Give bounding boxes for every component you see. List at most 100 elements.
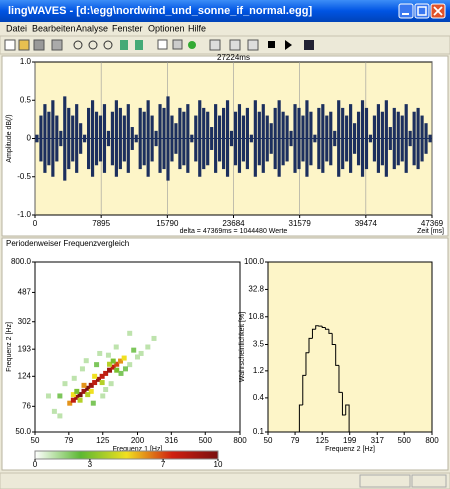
heat-cell	[110, 358, 116, 364]
x-tick-label: 79	[291, 436, 300, 445]
heat-cell	[113, 344, 119, 350]
heat-cell	[108, 381, 114, 387]
heat-cell	[92, 380, 98, 386]
y-tick-label: -0.5	[17, 172, 31, 181]
histogram-step	[298, 404, 303, 432]
y-tick-label: 3.5	[253, 340, 265, 349]
heat-cell	[151, 335, 157, 341]
x-tick-label: 50	[31, 436, 40, 445]
heat-cell	[77, 397, 83, 403]
heat-cell	[107, 367, 113, 373]
colorbar	[34, 450, 219, 460]
menu-item[interactable]: Analyse	[76, 23, 108, 33]
heat-cell	[85, 392, 91, 398]
histogram-step	[345, 404, 350, 432]
plot-area	[34, 261, 241, 433]
heat-cell	[118, 370, 124, 376]
colorbar-tick-label: 3	[88, 460, 93, 469]
x-tick-label: 500	[199, 436, 213, 445]
heat-cell	[83, 358, 89, 364]
heat-cell	[107, 361, 113, 367]
x-axis-label: Frequenz 2 [Hz]	[325, 446, 375, 453]
heat-cell	[45, 393, 51, 399]
heat-cell	[103, 387, 109, 392]
y-tick-label: 0	[27, 134, 32, 143]
histogram-step	[331, 333, 336, 346]
y-tick-label: 76	[22, 401, 31, 410]
y-axis-label: Wahrscheinlichkeit [%]	[239, 312, 246, 382]
histogram-step	[305, 352, 309, 376]
heat-cell	[99, 373, 105, 379]
y-tick-label: 0.1	[253, 427, 265, 436]
maximize-button[interactable]	[414, 3, 430, 19]
y-tick-label: -1.0	[17, 210, 31, 219]
heat-cell	[81, 382, 87, 388]
heat-cell	[95, 376, 101, 382]
colorbar-tick-label: 7	[161, 460, 166, 469]
y-tick-label: 100.0	[244, 257, 265, 266]
x-tick-label: 79	[64, 436, 73, 445]
heat-cell	[88, 388, 94, 394]
heat-cell	[71, 375, 77, 381]
heat-cell	[103, 370, 109, 376]
heat-cell	[122, 366, 128, 372]
window-controls[interactable]	[398, 3, 446, 19]
y-tick-label: 50.0	[15, 427, 31, 436]
toolbar-buttons[interactable]	[4, 39, 314, 51]
heat-cell	[114, 361, 120, 367]
heat-cell	[62, 381, 68, 387]
x-tick-label: 39474	[355, 219, 378, 228]
heat-cell	[110, 364, 116, 370]
heat-cell	[127, 330, 133, 336]
x-tick-label: 125	[96, 436, 110, 445]
heat-cell	[118, 358, 124, 364]
y-tick-label: 193	[18, 344, 32, 353]
x-tick-label: 317	[371, 436, 385, 445]
x-tick-label: 199	[343, 436, 357, 445]
colorbar-tick-label: 0	[33, 460, 38, 469]
y-axis-label: Frequenz 2 [Hz]	[6, 322, 13, 372]
heat-cell	[100, 393, 106, 399]
histogram-step	[338, 365, 343, 393]
y-tick-label: 32.8	[248, 285, 264, 294]
heat-cell	[121, 355, 127, 361]
y-tick-label: 1.0	[20, 57, 32, 66]
toolbar	[0, 35, 450, 55]
x-tick-label: 23684	[222, 219, 245, 228]
heat-cell	[138, 350, 144, 356]
y-axis-label: Amplitude dB(/)	[6, 114, 13, 162]
heat-cell	[88, 382, 94, 388]
histogram-step	[335, 344, 339, 366]
menu-item[interactable]: Hilfe	[188, 23, 206, 33]
x-tick-label: 7895	[92, 219, 110, 228]
heat-cell	[74, 394, 80, 400]
heat-cell	[97, 350, 103, 356]
histogram-step	[321, 326, 326, 328]
status-bar	[0, 472, 450, 489]
menu-item[interactable]: Optionen	[148, 23, 185, 33]
histogram-step	[341, 392, 346, 416]
menu-item[interactable]: Datei	[6, 23, 27, 33]
minimize-button[interactable]	[398, 3, 414, 19]
x-tick-label: 200	[131, 436, 145, 445]
x-tick-label: 15790	[156, 219, 179, 228]
x-tick-label: 125	[316, 436, 330, 445]
chart-title: 27224ms	[217, 53, 250, 62]
y-tick-label: 124	[18, 371, 32, 380]
heat-cell	[99, 380, 105, 386]
heat-cell	[105, 352, 111, 358]
heat-cell	[94, 362, 100, 368]
x-axis-label: Frequenz 1 [Hz]	[113, 446, 163, 453]
heat-cell	[51, 408, 57, 414]
x-tick-label: 50	[264, 436, 273, 445]
y-tick-label: 1.2	[253, 366, 265, 375]
note: delta = 47369ms = 1044480 Werte	[180, 228, 288, 235]
menu-item[interactable]: Fenster	[112, 23, 143, 33]
heat-cell	[70, 392, 76, 398]
menu-item[interactable]: Bearbeiten	[32, 23, 76, 33]
heat-cell	[81, 388, 87, 394]
histogram-step	[315, 325, 319, 330]
y-tick-label: 10.8	[248, 312, 264, 321]
heat-cell	[67, 400, 73, 406]
